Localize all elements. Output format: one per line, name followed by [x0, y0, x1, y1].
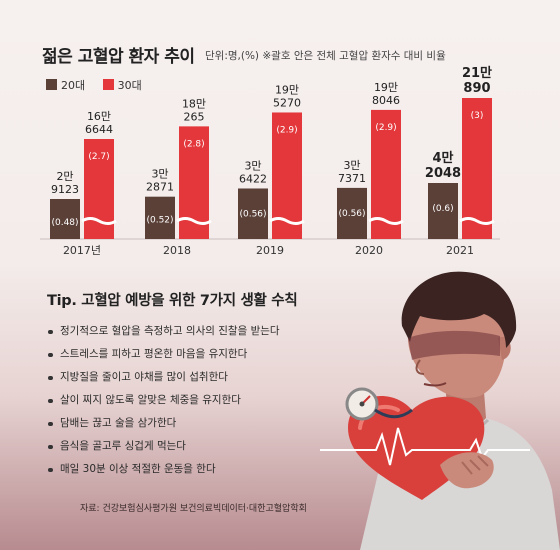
value-label-30s: 5270	[273, 96, 301, 109]
tips-title: Tip. 고혈압 예방을 위한 7가지 생활 수칙	[47, 293, 298, 309]
value-label-30s: 21만	[462, 65, 492, 81]
value-label-30s: 19만	[275, 83, 299, 96]
axis-break-mark	[368, 217, 404, 225]
share-label-20s: (0.56)	[239, 209, 266, 219]
tip-item: 스트레스를 피하고 평온한 마음을 유지한다	[48, 343, 280, 366]
value-label-30s: 18만	[182, 97, 206, 110]
legend-swatch-30s	[102, 79, 114, 90]
x-tick-label: 2017년	[63, 244, 101, 257]
unit-note: 단위:명,(%) ※괄호 안은 전체 고혈압 환자수 대비 비율	[205, 50, 446, 62]
legend-item-30s: 30대	[102, 77, 142, 93]
share-label-30s: (2.7)	[88, 152, 109, 162]
tip-item: 음식을 골고루 싱겁게 먹는다	[48, 435, 280, 458]
bar-20s	[428, 183, 458, 239]
value-label-20s: 2871	[146, 181, 174, 194]
chart-title: 젊은 고혈압 환자 추이	[42, 47, 195, 67]
value-label-30s: 6644	[85, 123, 113, 136]
x-tick-label: 2020	[355, 244, 383, 257]
tip-item: 담배는 끊고 술을 삼가한다	[48, 412, 280, 435]
value-label-20s: 6422	[239, 172, 267, 185]
tip-item: 매일 30분 이상 적절한 운동을 한다	[48, 458, 280, 481]
x-tick-label: 2018	[163, 244, 191, 257]
share-label-30s: (2.9)	[276, 125, 297, 135]
value-label-30s: 890	[463, 81, 490, 96]
tip-item: 정기적으로 혈압을 측정하고 의사의 진찰을 받는다	[48, 320, 280, 343]
value-label-30s: 16만	[87, 110, 111, 123]
axis-break-mark	[269, 217, 305, 225]
legend-swatch-20s	[46, 79, 57, 90]
tips-list: 정기적으로 혈압을 측정하고 의사의 진찰을 받는다 스트레스를 피하고 평온한…	[48, 320, 280, 481]
axis-break-mark	[81, 217, 117, 225]
value-label-20s: 9123	[51, 183, 79, 196]
value-label-20s: 2만	[56, 170, 73, 183]
man-holding-heart-illustration	[320, 271, 560, 550]
bar-30s	[462, 98, 492, 239]
bar-20s	[50, 199, 80, 239]
legend-label-30s: 30대	[117, 79, 142, 92]
source-note: 자료: 건강보험심사평가원 보건의료빅데이터·대한고혈압학회	[80, 504, 307, 514]
share-label-20s: (0.52)	[146, 216, 173, 226]
value-label-30s: 8046	[372, 94, 400, 107]
value-label-20s: 3만	[244, 159, 261, 172]
value-label-20s: 7371	[338, 172, 366, 185]
bar-20s	[238, 188, 268, 239]
value-label-30s: 265	[184, 110, 205, 123]
share-label-20s: (0.56)	[338, 209, 365, 219]
axis-break-mark	[176, 217, 212, 225]
bar-20s	[145, 196, 175, 239]
tip-item: 지방질을 줄이고 야채를 많이 섭취한다	[48, 366, 280, 389]
x-tick-label: 2021	[446, 244, 474, 257]
share-label-20s: (0.48)	[51, 218, 78, 228]
share-label-30s: (2.8)	[183, 139, 204, 149]
share-label-30s: (3)	[471, 111, 484, 121]
legend-item-20s: 20대	[46, 77, 85, 93]
share-label-30s: (2.9)	[375, 123, 396, 133]
legend-label-20s: 20대	[61, 79, 86, 92]
value-label-20s: 4만	[432, 150, 453, 166]
legend: 20대 30대	[46, 77, 156, 93]
axis-break-mark	[459, 217, 495, 225]
value-label-20s: 3만	[343, 159, 360, 172]
share-label-20s: (0.6)	[432, 204, 453, 214]
value-label-20s: 3만	[151, 168, 168, 181]
x-tick-label: 2019	[256, 244, 284, 257]
bar-20s	[337, 187, 367, 239]
tip-item: 살이 찌지 않도록 알맞은 체중을 유지한다	[48, 389, 280, 412]
value-label-30s: 19만	[374, 81, 398, 94]
value-label-20s: 2048	[425, 166, 461, 181]
